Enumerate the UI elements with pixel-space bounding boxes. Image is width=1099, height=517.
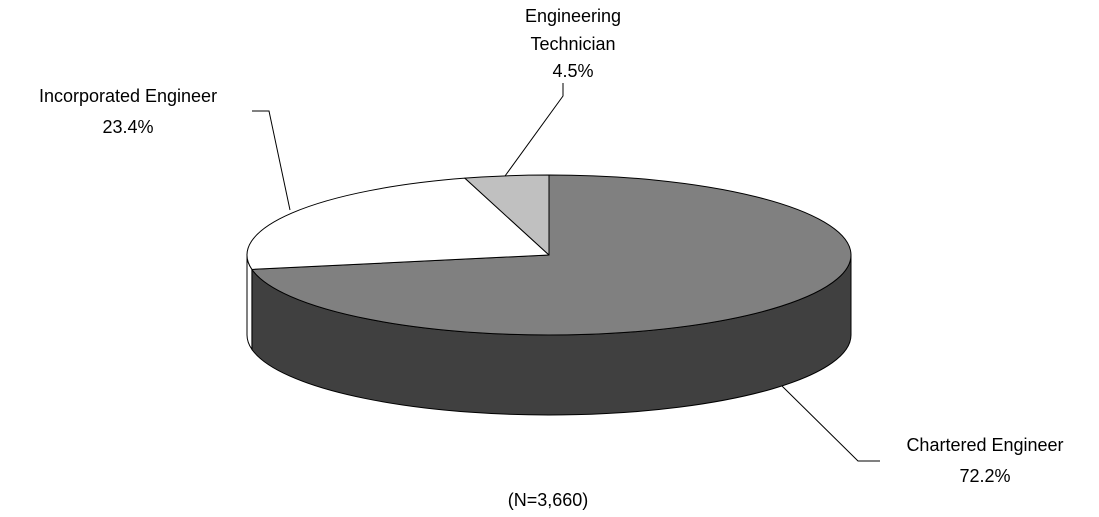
sample-size-note: (N=3,660) [508,490,589,510]
label-engineering-technician-line1: Engineering [525,6,621,26]
pie-slices [246,174,852,336]
leader-lines [252,83,880,462]
leader-line-chartered-engineer [781,385,880,462]
value-engineering-technician: 4.5% [552,61,593,81]
label-chartered-engineer: Chartered Engineer [906,435,1063,455]
value-chartered-engineer: 72.2% [959,466,1010,486]
leader-line-incorporated-engineer [252,110,291,211]
label-engineering-technician-line2: Technician [530,34,615,54]
pie-slice-incorporated-engineer [246,177,550,270]
pie-slice-chartered-engineer [251,174,852,336]
leader-line-engineering-technician [504,83,564,177]
pie-slice-engineering-technician [464,174,550,256]
label-incorporated-engineer: Incorporated Engineer [39,86,217,106]
value-incorporated-engineer: 23.4% [102,117,153,137]
